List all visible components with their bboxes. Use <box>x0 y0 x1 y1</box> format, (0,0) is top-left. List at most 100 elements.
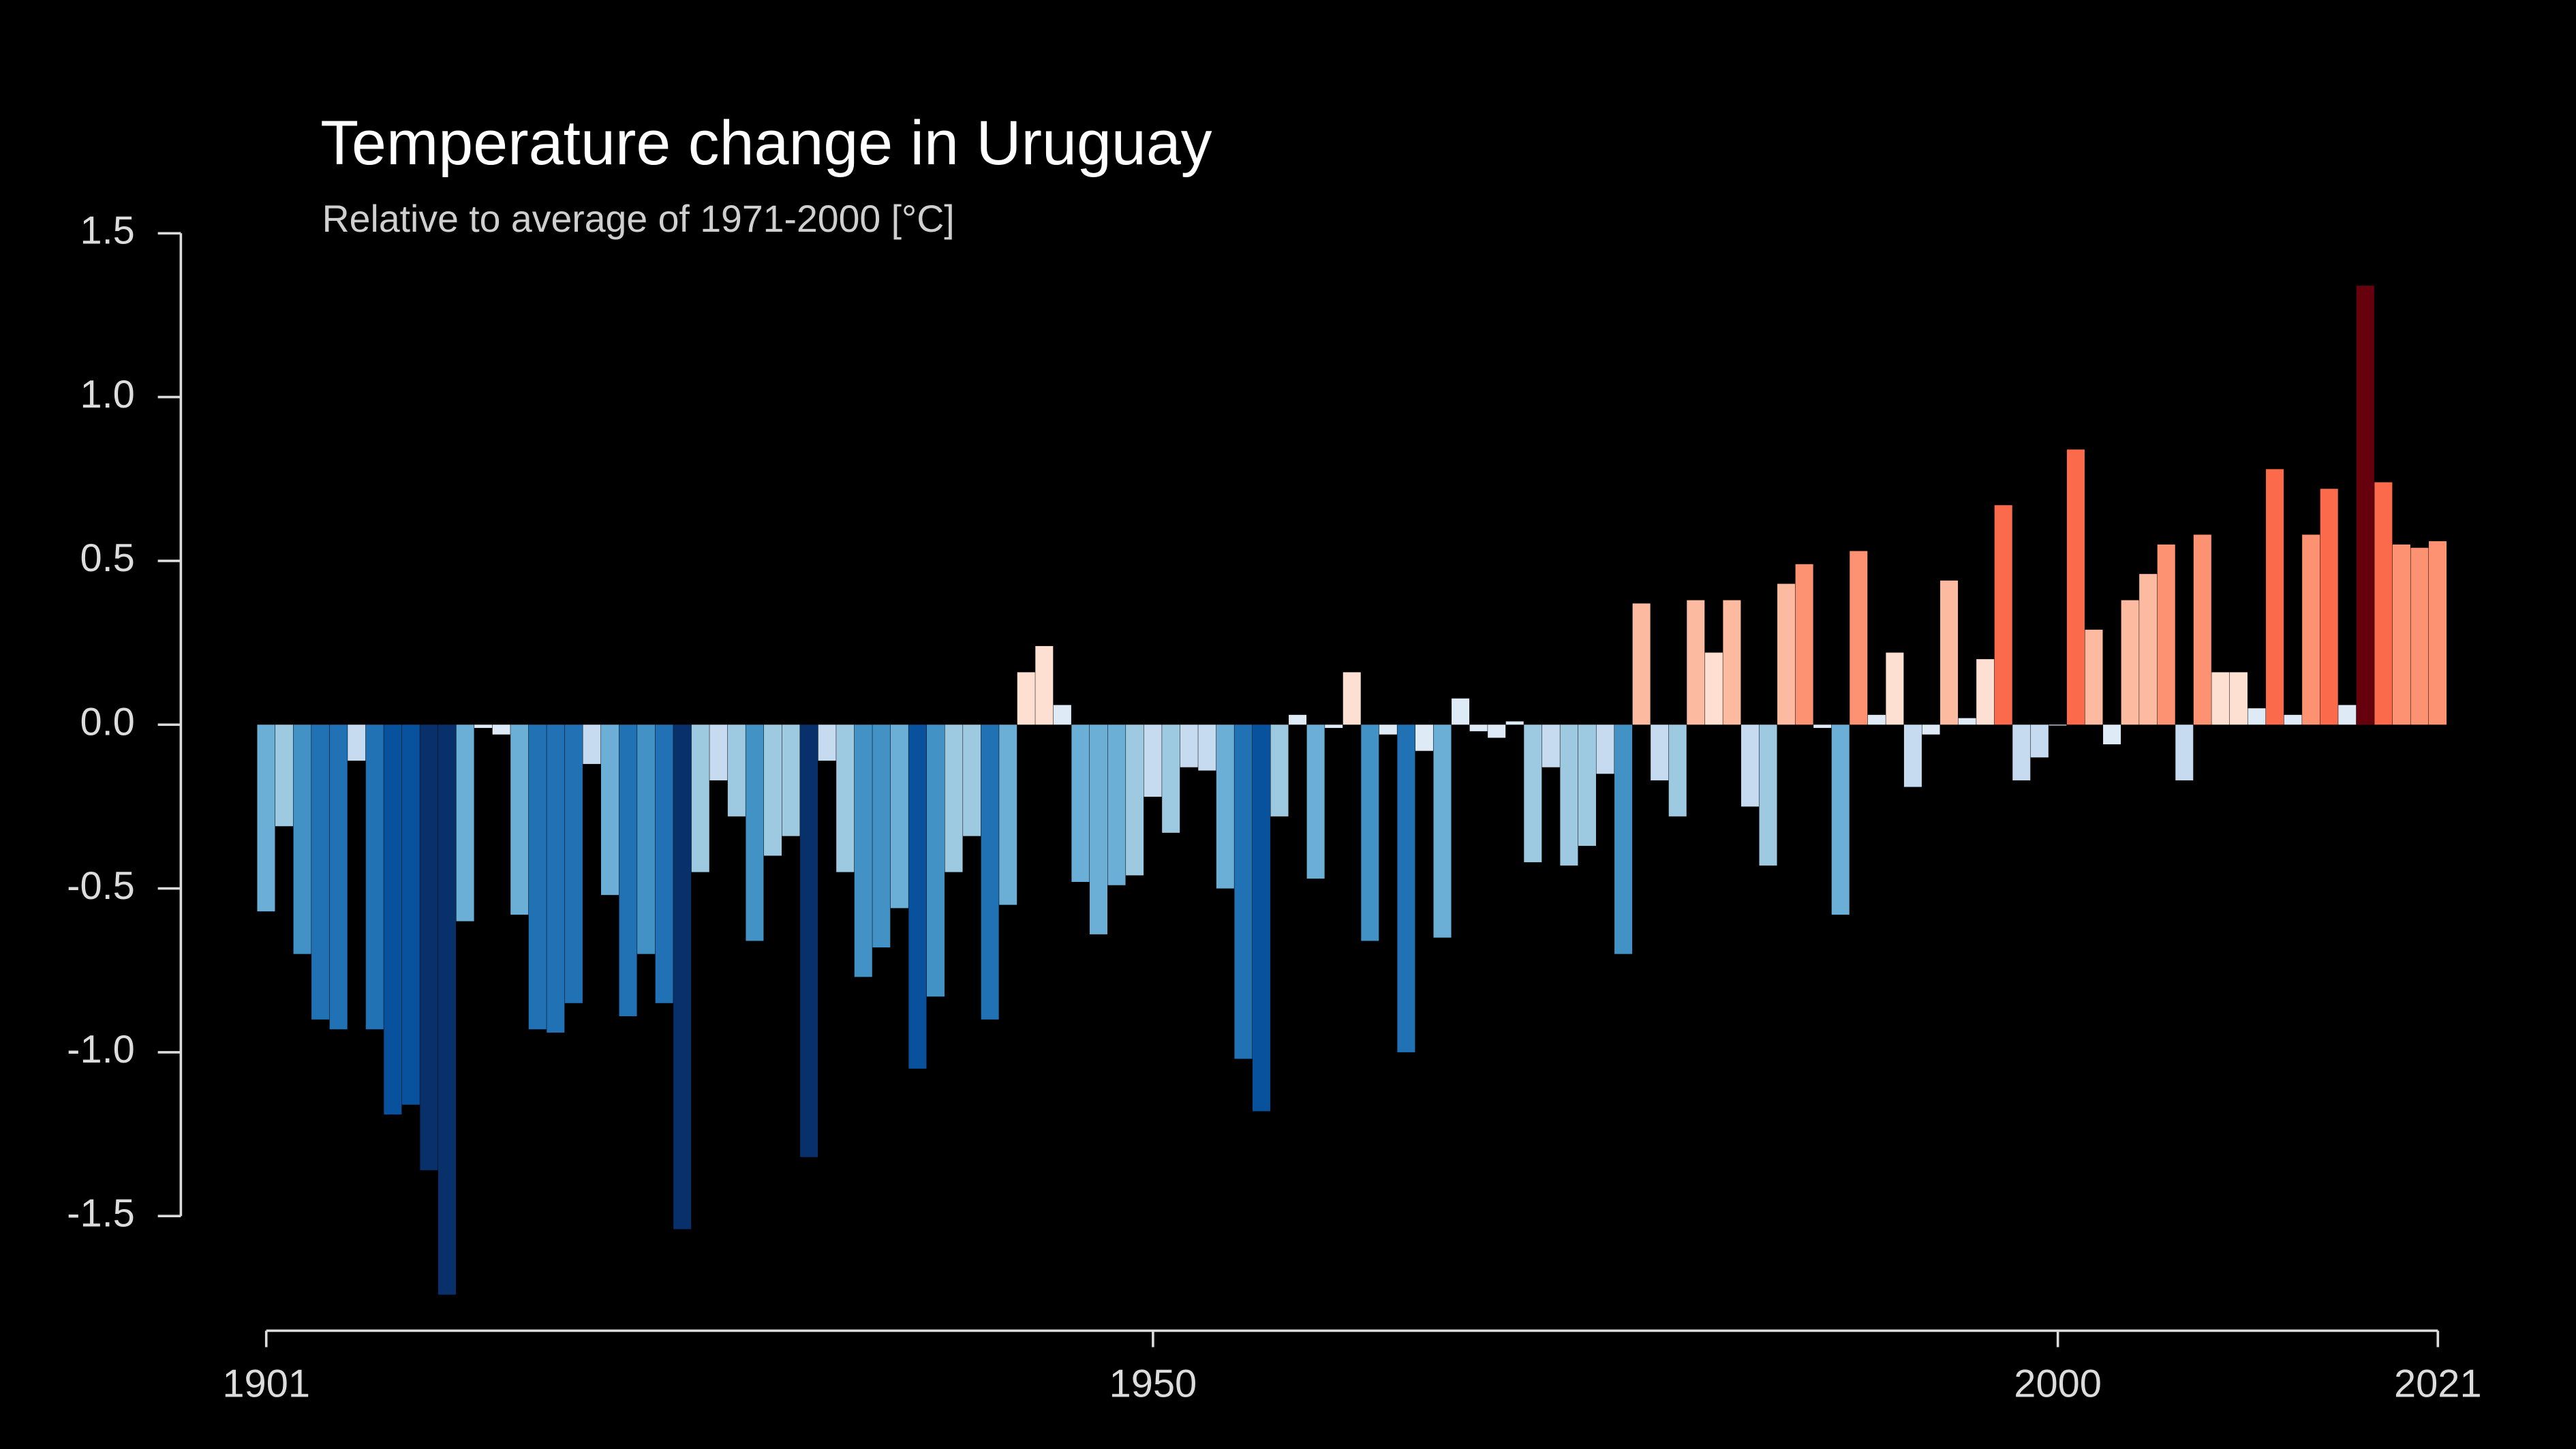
bar <box>2139 574 2158 725</box>
bar <box>1704 652 1723 725</box>
bar <box>2266 469 2284 725</box>
bar <box>2410 547 2429 725</box>
bar <box>691 724 709 872</box>
bar <box>1126 724 1144 876</box>
bar <box>1397 724 1415 1052</box>
bar <box>293 724 311 954</box>
bar <box>1994 505 2012 725</box>
bar <box>1343 672 1361 725</box>
bar <box>420 724 438 1170</box>
bar <box>1850 551 1868 725</box>
bar <box>1035 645 1054 725</box>
bar <box>1017 672 1035 725</box>
bar <box>1903 724 1922 787</box>
bar <box>438 724 457 1295</box>
chart-subtitle: Relative to average of 1971-2000 [°C] <box>322 198 955 240</box>
bar <box>854 724 872 977</box>
bar <box>1216 724 1234 889</box>
bar <box>492 724 510 735</box>
bar <box>1596 724 1614 774</box>
y-tick-label: -0.5 <box>67 864 135 908</box>
bar <box>2229 672 2248 725</box>
bar <box>456 724 474 921</box>
bar <box>1505 721 1524 725</box>
bar <box>2012 724 2031 780</box>
bar <box>2302 534 2320 725</box>
y-tick-label: 1.5 <box>80 209 134 253</box>
bar <box>2248 708 2266 725</box>
bar <box>1452 698 1470 725</box>
bar <box>1813 724 1832 729</box>
bar <box>1325 724 1343 729</box>
bar <box>1234 724 1253 1059</box>
bar <box>1668 724 1687 817</box>
x-tick-label: 1901 <box>222 1362 310 1406</box>
bar <box>1759 724 1777 866</box>
bar <box>2356 286 2374 725</box>
bar <box>1415 724 1433 751</box>
bar <box>890 724 908 909</box>
bar <box>1922 724 1940 735</box>
bar <box>872 724 891 948</box>
y-tick-label: 1.0 <box>80 373 134 416</box>
y-tick-label: -1.0 <box>67 1028 135 1071</box>
bar <box>528 724 547 1030</box>
bar <box>2030 724 2049 758</box>
bar <box>1270 724 1289 817</box>
bar <box>600 724 619 896</box>
bar <box>637 724 656 954</box>
bar <box>510 724 529 915</box>
bar <box>709 724 728 780</box>
bar <box>673 724 692 1230</box>
bar <box>2193 534 2211 725</box>
bar <box>782 724 800 836</box>
bar <box>2049 724 2067 726</box>
bar <box>1361 724 1379 941</box>
bar <box>1958 718 1976 725</box>
bar <box>800 724 818 1157</box>
y-tick-label: 0.5 <box>80 536 134 580</box>
bar <box>474 724 493 729</box>
bar <box>1723 600 1741 725</box>
bar <box>1542 724 1560 767</box>
bar <box>981 724 999 1020</box>
bar <box>564 724 583 1003</box>
bar <box>1252 724 1270 1112</box>
bar <box>1379 724 1397 735</box>
bar <box>2392 544 2410 725</box>
bar <box>311 724 330 1020</box>
bar <box>1741 724 1759 807</box>
bar <box>2157 544 2175 725</box>
bar <box>1578 724 1596 846</box>
y-tick-label: 0.0 <box>80 701 134 744</box>
bar <box>2103 724 2121 745</box>
bar <box>1831 724 1850 915</box>
bar <box>1089 724 1107 934</box>
bar <box>2211 672 2230 725</box>
bar <box>1687 600 1705 725</box>
bar <box>1976 659 1995 725</box>
bar <box>836 724 855 872</box>
bar <box>583 724 601 764</box>
bar <box>1433 724 1452 938</box>
bar <box>1795 564 1813 725</box>
bar <box>1180 724 1198 767</box>
bar <box>1632 603 1651 725</box>
bar <box>1867 714 1886 725</box>
bar <box>1940 580 1959 725</box>
bar <box>1886 652 1904 725</box>
y-tick-label: -1.5 <box>67 1192 135 1236</box>
bar <box>945 724 963 872</box>
bar <box>257 724 275 912</box>
bar <box>1651 724 1669 780</box>
bar <box>2066 449 2085 725</box>
bar <box>1162 724 1180 833</box>
bar <box>2175 724 2194 780</box>
bar <box>1777 583 1796 725</box>
bar <box>1560 724 1578 866</box>
bar <box>329 724 348 1030</box>
bar <box>1524 724 1542 863</box>
bar <box>746 724 764 941</box>
bar <box>1071 724 1090 882</box>
